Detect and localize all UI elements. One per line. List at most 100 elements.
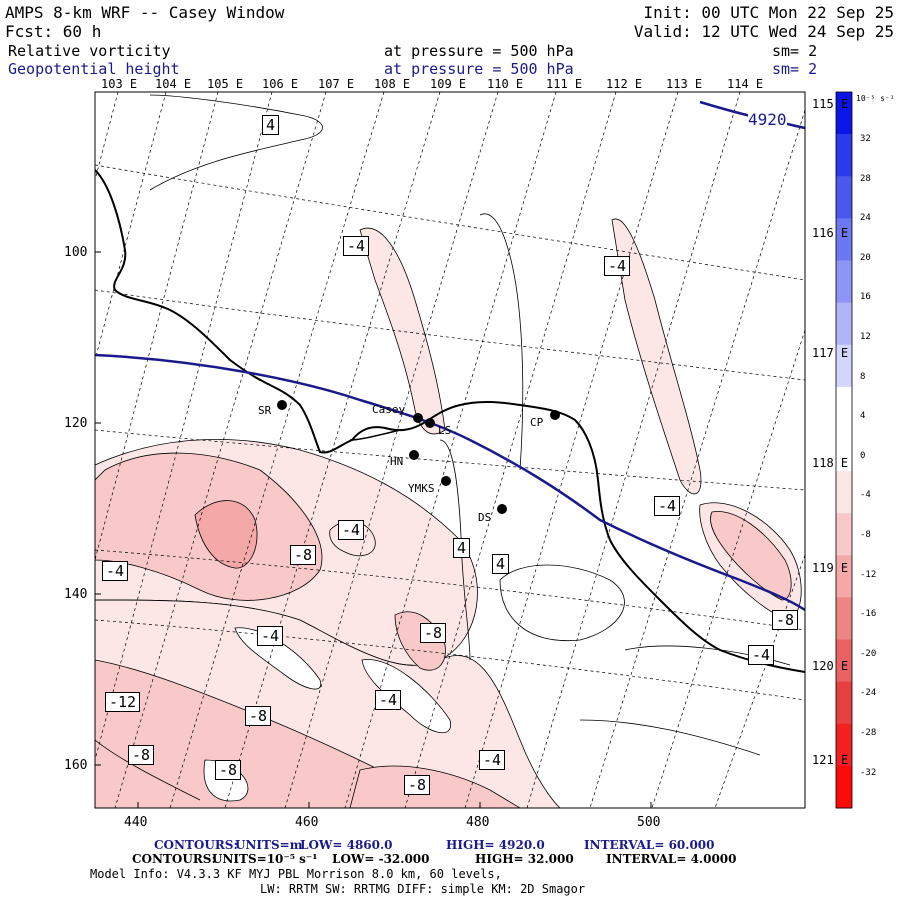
colorbar-tick-label: 16 — [860, 292, 871, 303]
station-label-cp: CP — [530, 416, 544, 429]
lon-label: 109 E — [430, 77, 467, 91]
colorbar-swatch — [836, 344, 852, 388]
colorbar-tick-label: 24 — [860, 213, 871, 224]
lon-label: 103 E — [101, 77, 138, 91]
vorticity-contour-label: -4 — [479, 750, 506, 770]
colorbar-swatch — [836, 639, 852, 683]
vorticity-contour-label: -8 — [128, 745, 155, 765]
colorbar-tick-label: 32 — [860, 134, 871, 144]
colorbar-swatch — [836, 471, 852, 514]
colorbar-swatch — [836, 218, 852, 261]
lon-label: 114 E — [727, 77, 764, 91]
footer-line2-high: HIGH= 32.000 — [475, 852, 574, 866]
init-time: Init: 00 UTC Mon 22 Sep 25 — [643, 3, 894, 22]
vorticity-contour-label: -8 — [245, 706, 272, 726]
colorbar-swatch — [836, 176, 852, 219]
colorbar-swatch — [836, 386, 852, 430]
lon-label: 112 E — [606, 77, 643, 91]
station-label-ds: DS — [478, 511, 492, 524]
lon-label: 120 E — [812, 659, 849, 673]
vorticity-contour-label: 4 — [453, 538, 471, 558]
vorticity-contour-label: 4 — [262, 115, 280, 135]
footer-line1-label: CONTOURS: — [154, 838, 238, 852]
colorbar-tick-label: -28 — [860, 728, 877, 738]
colorbar-tick-label: -24 — [860, 688, 877, 699]
footer-line2-interval: INTERVAL= 4.0000 — [606, 852, 737, 866]
vorticity-contour-label: -8 — [404, 775, 431, 795]
y-tick-label: 140 — [64, 587, 88, 602]
lon-label: 115 E — [812, 97, 849, 111]
colorbar-tick-label: -32 — [860, 767, 877, 778]
x-tick-label: 460 — [295, 815, 319, 830]
vorticity-contour-label: -4 — [343, 236, 370, 256]
colorbar-swatch — [836, 134, 852, 177]
colorbar-tick-label: 28 — [860, 173, 871, 184]
y-tick-label: 100 — [64, 245, 88, 260]
lon-label: 113 E — [666, 77, 703, 91]
vorticity-contour-label: -4 — [654, 496, 681, 516]
colorbar-tick-label: 20 — [860, 252, 871, 263]
lon-label: 107 E — [318, 77, 355, 91]
y-tick-label: 120 — [64, 416, 88, 431]
lon-label: 121 E — [812, 753, 849, 767]
colorbar-units: 10⁻⁵ s⁻¹ — [856, 94, 895, 103]
colorbar-swatch — [836, 681, 852, 725]
forecast-hour: Fcst: 60 h — [5, 22, 102, 41]
station-marker-sr — [277, 400, 287, 410]
station-label-ls: LS — [438, 424, 452, 437]
colorbar-tick-label: -4 — [860, 490, 871, 501]
colorbar-swatch — [836, 555, 852, 598]
x-tick-label: 440 — [124, 815, 148, 830]
lon-label: 105 E — [207, 77, 244, 91]
vorticity-contour-label: -8 — [772, 610, 799, 630]
lon-label: 104 E — [155, 77, 192, 91]
footer-model-info: Model Info: V4.3.3 KF MYJ PBL Morrison 8… — [90, 867, 502, 881]
field2-pressure: at pressure = 500 hPa — [384, 60, 574, 78]
colorbar-tick-label: 8 — [860, 371, 866, 382]
valid-time: Valid: 12 UTC Wed 24 Sep 25 — [633, 22, 894, 41]
station-label-casey: Casey — [372, 403, 406, 416]
colorbar-tick-label: -12 — [860, 569, 877, 580]
vorticity-contour-label: -4 — [338, 520, 365, 540]
colorbar — [836, 92, 852, 809]
colorbar-tick-label: 12 — [860, 332, 871, 342]
x-tick-label: 480 — [466, 815, 490, 830]
colorbar-swatch — [836, 723, 852, 767]
colorbar-swatch — [836, 765, 852, 809]
colorbar-swatch — [836, 513, 852, 556]
station-marker-ls — [425, 418, 435, 428]
vorticity-contour-label: -4 — [604, 256, 631, 276]
vorticity-contour-label: -12 — [105, 692, 141, 712]
field2-name: Geopotential height — [8, 60, 180, 78]
field1-name: Relative vorticity — [8, 42, 171, 60]
plot-frame — [94, 91, 806, 809]
colorbar-swatch — [836, 428, 852, 472]
axis-ticks — [95, 251, 652, 808]
colorbar-tick-label: -20 — [860, 648, 877, 659]
vorticity-contour-label: 4 — [492, 554, 510, 574]
lon-label: 117 E — [812, 346, 849, 360]
footer-line1-units: UNITS=m — [235, 838, 303, 852]
station-label-sr: SR — [258, 404, 272, 417]
footer-physics-info: LW: RRTM SW: RRTMG DIFF: simple KM: 2D S… — [260, 882, 586, 896]
stations — [277, 400, 560, 514]
colorbar-swatch — [836, 260, 852, 304]
vorticity-contour-label: -4 — [102, 561, 129, 581]
colorbar-tick-label: -16 — [860, 609, 877, 620]
field2-smoothing: sm= 2 — [772, 60, 818, 78]
lon-label: 111 E — [546, 77, 583, 91]
station-marker-ymks — [441, 476, 451, 486]
graticule — [95, 92, 805, 808]
station-marker-cp — [550, 410, 560, 420]
station-marker-ds — [497, 504, 507, 514]
vorticity-contour-label: -8 — [215, 760, 242, 780]
colorbar-swatch — [836, 302, 852, 346]
footer-line2-low: LOW= -32.000 — [332, 852, 430, 866]
vorticity-shading — [95, 218, 802, 808]
field1-smoothing: sm= 2 — [772, 42, 818, 60]
vorticity-contour-label: -8 — [290, 545, 317, 565]
coastline — [95, 169, 805, 673]
height-contour-label: 4920 — [748, 110, 787, 129]
footer-line1-high: HIGH= 4920.0 — [446, 838, 545, 852]
footer-line2-units: UNITS=10⁻⁵ s⁻¹ — [212, 852, 318, 866]
